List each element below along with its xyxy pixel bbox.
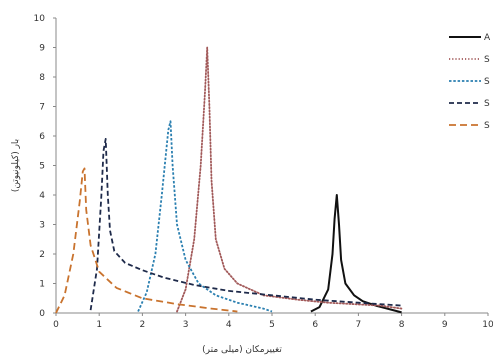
x-tick-label: 9 xyxy=(442,320,448,330)
x-tick-label: 10 xyxy=(482,320,493,330)
x-tick-label: 3 xyxy=(183,320,189,330)
legend-label-5: S xyxy=(484,121,490,131)
y-tick-label: 3 xyxy=(39,221,45,231)
y-tick-label: 5 xyxy=(39,162,45,172)
legend-label-3: S xyxy=(484,77,490,87)
legend-label-1: A xyxy=(484,33,491,43)
y-tick-label: 1 xyxy=(39,280,45,290)
axes: 0 1 2 3 4 5 6 7 8 9 10 0 1 2 3 4 5 6 7 8 9 10 xyxy=(34,14,493,330)
x-axis-title: تغییرمکان (میلی متر) xyxy=(202,345,282,355)
y-tick-label: 9 xyxy=(39,44,45,54)
y-tick-label: 0 xyxy=(39,309,45,319)
x-tick-label: 0 xyxy=(53,320,59,330)
y-tick-label: 2 xyxy=(39,250,45,260)
legend-label-4: S xyxy=(484,99,490,109)
x-tick-label: 6 xyxy=(312,320,318,330)
x-tick-label: 4 xyxy=(226,320,232,330)
series-line-2 xyxy=(176,46,403,313)
series-line-1 xyxy=(310,194,402,314)
series-line-5 xyxy=(55,167,238,314)
series-layer xyxy=(55,46,403,314)
y-tick-label: 7 xyxy=(39,103,45,113)
y-tick-label: 8 xyxy=(39,73,45,83)
x-tick-label: 8 xyxy=(399,320,405,330)
y-axis-title: بار (کیلونیوتن) xyxy=(11,139,21,192)
legend-label-2: S xyxy=(484,55,490,65)
x-tick-label: 2 xyxy=(140,320,146,330)
legend: A S S S S xyxy=(449,33,491,131)
x-tick-label: 7 xyxy=(356,320,362,330)
x-tick-label: 1 xyxy=(96,320,102,330)
series-line-4 xyxy=(89,137,402,311)
x-tick-label: 5 xyxy=(269,320,275,330)
y-tick-label: 6 xyxy=(39,132,45,142)
y-tick-label: 10 xyxy=(34,14,46,24)
series-line-3 xyxy=(137,120,273,313)
y-tick-label: 4 xyxy=(39,191,45,201)
